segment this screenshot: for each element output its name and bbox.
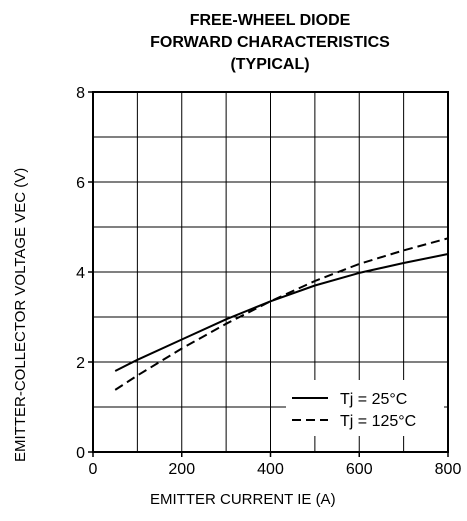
x-tick-label: 600 (346, 461, 373, 478)
x-tick-label: 0 (89, 461, 98, 478)
chart-title-line-1: FREE-WHEEL DIODE (189, 12, 351, 29)
y-tick-label: 2 (76, 355, 85, 372)
y-tick-label: 0 (76, 445, 85, 462)
y-tick-label: 4 (76, 265, 85, 282)
x-tick-label: 200 (168, 461, 195, 478)
chart-title-line-2: FORWARD CHARACTERISTICS (150, 34, 390, 51)
x-axis-label: EMITTER CURRENT IE (A) (150, 491, 336, 508)
x-tick-label: 800 (435, 461, 462, 478)
legend-box (286, 380, 444, 436)
series-line-2 (114, 237, 449, 391)
y-tick-label: 8 (76, 85, 85, 102)
y-tick-label: 6 (76, 175, 85, 192)
legend-label-1: Tj = 25°C (340, 391, 407, 408)
chart-title-line-3: (TYPICAL) (230, 56, 310, 73)
series-line-1 (114, 253, 449, 372)
legend-label-2: Tj = 125°C (340, 413, 416, 430)
x-tick-label: 400 (257, 461, 284, 478)
